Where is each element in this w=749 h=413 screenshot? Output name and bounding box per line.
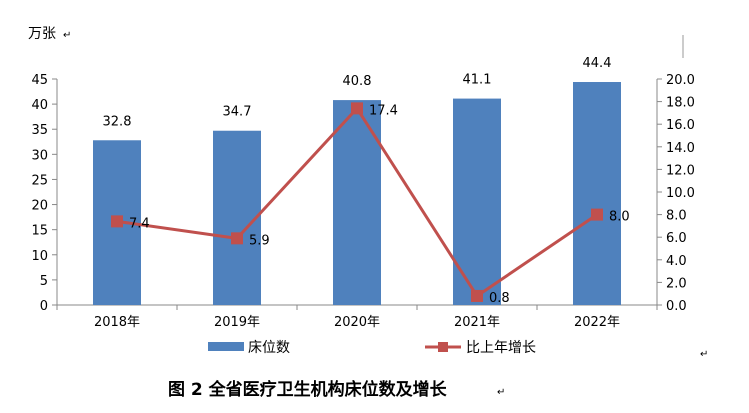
y-right-tick-label: 12.0 bbox=[666, 163, 695, 178]
bar-2019年 bbox=[213, 130, 261, 305]
bar-value-label: 34.7 bbox=[223, 105, 252, 120]
y-right-tick-label: 0.0 bbox=[666, 299, 687, 314]
bars bbox=[93, 82, 621, 306]
growth-marker bbox=[111, 215, 123, 228]
growth-value-label: 8.0 bbox=[609, 210, 630, 225]
y-left-tick-label: 45 bbox=[31, 73, 48, 88]
growth-marker bbox=[231, 232, 243, 245]
growth-value-label: 17.4 bbox=[369, 103, 398, 118]
bar-value-label: 40.8 bbox=[343, 74, 372, 89]
x-tick-label: 2020年 bbox=[334, 315, 380, 330]
y-right-tick-label: 20.0 bbox=[666, 73, 695, 88]
legend-line-marker bbox=[438, 342, 448, 352]
legend-bar-swatch bbox=[208, 342, 244, 351]
data-labels: 32.8 34.7 40.8 41.1 44.4 7.4 5.9 17.4 0.8 8.0 bbox=[103, 56, 630, 306]
y-right-tick-label: 18.0 bbox=[666, 96, 695, 111]
x-tick-label: 2021年 bbox=[454, 315, 500, 330]
y-right-tick-label: 4.0 bbox=[666, 254, 687, 269]
x-tick-label: 2018年 bbox=[94, 315, 140, 330]
bar-2021年 bbox=[453, 98, 501, 305]
return-mark-right: ↵ bbox=[700, 349, 708, 360]
bar-value-label: 32.8 bbox=[103, 114, 132, 129]
x-tick-label: 2019年 bbox=[214, 315, 260, 330]
growth-line bbox=[111, 102, 603, 302]
y-left-tick-label: 0 bbox=[40, 299, 48, 314]
growth-value-label: 7.4 bbox=[129, 216, 150, 231]
y-left-tick-label: 20 bbox=[31, 199, 48, 214]
y-right-tick-label: 10.0 bbox=[666, 186, 695, 201]
y-left-tick-label: 15 bbox=[31, 224, 48, 239]
growth-value-label: 0.8 bbox=[489, 291, 510, 306]
return-mark-caption: ↵ bbox=[497, 387, 505, 398]
growth-marker bbox=[351, 102, 363, 115]
y-right-tick-label: 16.0 bbox=[666, 118, 695, 133]
x-tick-label: 2022年 bbox=[574, 315, 620, 330]
axes: 0 5 10 15 20 25 30 35 40 45 0.0 2.0 4.0 6.0 8.0 10.0 12.… bbox=[31, 73, 695, 330]
y-right-tick-label: 8.0 bbox=[666, 209, 687, 224]
y-unit-label: 万张 bbox=[28, 26, 56, 42]
y-right-tick-label: 6.0 bbox=[666, 231, 687, 246]
figure-caption: 图 2 全省医疗卫生机构床位数及增长 bbox=[168, 379, 448, 400]
growth-marker bbox=[471, 289, 483, 302]
y-right-tick-label: 2.0 bbox=[666, 276, 687, 291]
return-mark-unit: ↵ bbox=[63, 30, 71, 41]
bar-value-label: 41.1 bbox=[463, 73, 492, 88]
y-left-tick-label: 30 bbox=[31, 148, 48, 163]
y-left-tick-label: 5 bbox=[40, 274, 48, 289]
bar-2020年 bbox=[333, 100, 381, 306]
growth-value-label: 5.9 bbox=[249, 233, 270, 248]
y-left-tick-label: 10 bbox=[31, 249, 48, 264]
bar-2022年 bbox=[573, 82, 621, 305]
y-left-tick-label: 40 bbox=[31, 98, 48, 113]
legend: 床位数 比上年增长 bbox=[208, 340, 536, 356]
bar-value-label: 44.4 bbox=[583, 56, 612, 71]
y-left-tick-label: 25 bbox=[31, 173, 48, 188]
y-left-tick-label: 35 bbox=[31, 123, 48, 138]
legend-line-label: 比上年增长 bbox=[466, 340, 536, 356]
y-right-tick-label: 14.0 bbox=[666, 141, 695, 156]
legend-bar-label: 床位数 bbox=[248, 340, 290, 356]
growth-marker bbox=[591, 208, 603, 221]
